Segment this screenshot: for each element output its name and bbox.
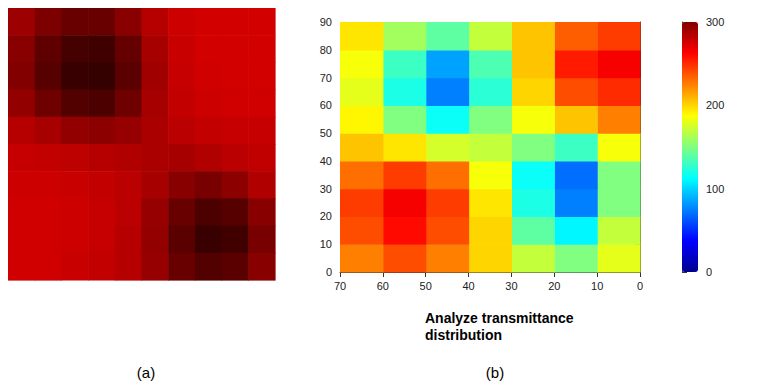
svg-text:20: 20 [548, 280, 560, 292]
svg-text:0: 0 [637, 280, 643, 292]
svg-text:Analyze transmittance: Analyze transmittance [425, 310, 578, 326]
svg-text:80: 80 [320, 44, 332, 56]
svg-text:10: 10 [591, 280, 603, 292]
svg-text:100: 100 [706, 183, 724, 195]
svg-text:70: 70 [320, 72, 332, 84]
svg-text:300: 300 [706, 16, 724, 28]
svg-text:10: 10 [320, 238, 332, 250]
svg-text:200: 200 [706, 99, 724, 111]
svg-text:30: 30 [505, 280, 517, 292]
svg-text:distribution: distribution [425, 327, 502, 343]
svg-text:70: 70 [334, 280, 346, 292]
svg-text:40: 40 [462, 280, 474, 292]
svg-text:20: 20 [320, 210, 332, 222]
svg-text:60: 60 [320, 99, 332, 111]
svg-text:0: 0 [326, 266, 332, 278]
svg-text:40: 40 [320, 155, 332, 167]
svg-text:0: 0 [706, 266, 712, 278]
svg-text:60: 60 [377, 280, 389, 292]
svg-text:(a): (a) [137, 364, 155, 381]
svg-text:50: 50 [420, 280, 432, 292]
svg-text:50: 50 [320, 127, 332, 139]
svg-text:90: 90 [320, 16, 332, 28]
svg-text:(b): (b) [486, 364, 504, 381]
svg-text:30: 30 [320, 183, 332, 195]
